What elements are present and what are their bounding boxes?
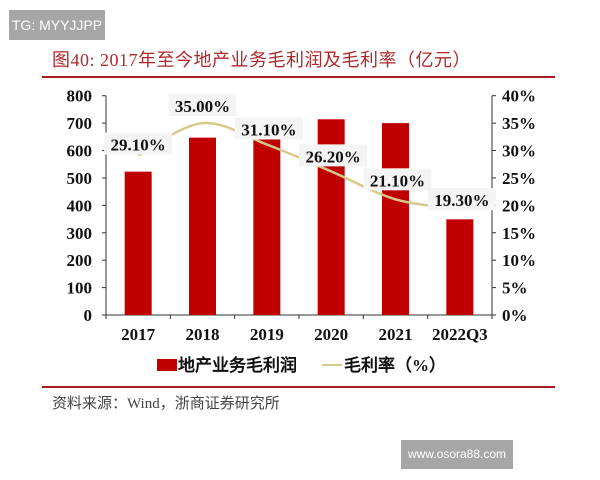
data-label: 26.20% [306,147,361,166]
title-divider [42,76,555,78]
bar-2021 [382,123,409,315]
bar-2018 [189,137,216,315]
legend-bar-swatch [157,359,177,371]
data-label-background [234,117,303,140]
left-tick-label: 600 [67,142,93,161]
source-note: 资料来源：Wind，浙商证券研究所 [52,396,280,412]
data-label: 35.00% [175,97,230,116]
watermark-top-left: TG: MYYJJPP [9,10,105,40]
x-tick-label: 2018 [186,325,220,344]
x-tick-label: 2022Q3 [432,325,488,344]
right-tick-label: 0% [502,306,528,325]
data-label-background [299,144,368,167]
data-label-background [427,188,496,211]
right-tick-label: 5% [502,279,528,298]
right-tick-label: 25% [502,169,536,188]
left-tick-label: 300 [67,224,93,243]
data-label-background [168,94,237,117]
legend-bar-label: 地产业务毛利润 [178,355,297,375]
data-label-background [363,168,432,191]
legend-line-label: 毛利率（%） [344,355,446,375]
data-label: 29.10% [111,135,166,154]
chart: 0 100 200 300 400 500 600 700 800 0% 5% 10% 15% 20% 25… [67,87,537,375]
right-tick-label: 10% [502,251,536,270]
left-tick-label: 200 [67,251,93,270]
data-label: 31.10% [241,120,296,139]
left-tick-label: 100 [67,279,93,298]
right-tick-label: 30% [502,142,536,161]
bar-2022Q3 [446,219,474,315]
right-tick-label: 40% [502,87,536,106]
right-tick-label: 35% [502,114,536,133]
margin-line [137,121,461,211]
x-tick-label: 2021 [379,325,413,344]
data-label: 19.30% [434,191,489,210]
chart-title: 图40: 2017年至今地产业务毛利润及毛利率（亿元） [52,50,471,70]
left-tick-label: 400 [67,196,93,215]
left-tick-label: 700 [67,114,93,133]
left-tick-label: 800 [67,87,93,106]
source-divider [42,386,555,388]
bar-2017 [124,171,152,315]
right-tick-label: 15% [502,224,536,243]
watermark-bottom-right: www.osora88.com [401,440,513,469]
bar-2019 [253,139,281,315]
right-tick-label: 20% [502,196,536,215]
left-tick-label: 0 [84,306,93,325]
x-tick-label: 2017 [121,325,156,344]
data-label-background [104,132,173,155]
left-tick-label: 500 [67,169,93,188]
x-tick-label: 2019 [250,325,284,344]
x-tick-label: 2020 [314,325,348,344]
data-label: 21.10% [370,171,425,190]
